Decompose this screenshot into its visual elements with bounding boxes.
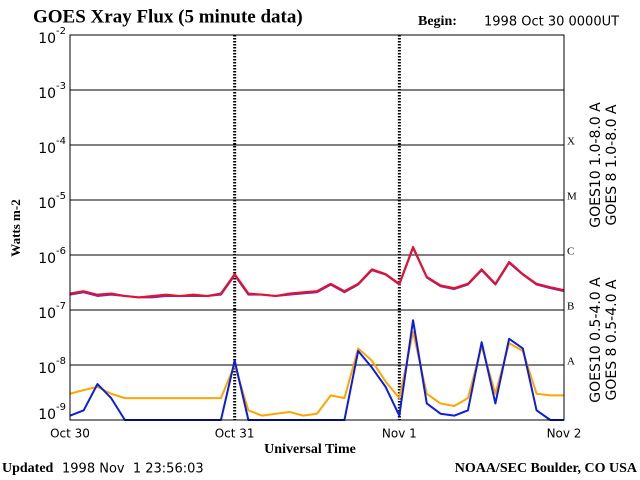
y-tick-base: 10 <box>38 306 56 322</box>
y-tick-label: 10-6 <box>38 246 66 267</box>
updated-label: Updated <box>2 461 54 476</box>
begin-label: Begin: <box>418 14 457 29</box>
y-tick-exponent: -4 <box>56 136 66 147</box>
y-axis-title: Watts m-2 <box>8 199 23 256</box>
flare-class-label: X <box>567 136 575 148</box>
y-tick-label: 10-8 <box>38 356 66 377</box>
plot-frame <box>69 34 565 421</box>
y-tick-base: 10 <box>38 31 56 47</box>
y-tick-label: 10-9 <box>38 402 66 423</box>
y-tick-base: 10 <box>38 407 56 423</box>
chart-title: GOES Xray Flux (5 minute data) <box>33 6 303 27</box>
flare-class-label: B <box>567 301 574 313</box>
legend-label: GOES10 0.5-4.0 A <box>588 277 604 403</box>
y-tick-exponent: -9 <box>56 402 66 413</box>
flare-class-label: A <box>567 356 575 368</box>
flare-class-label: C <box>567 246 574 258</box>
legend-label: GOES 8 1.0-8.0 A <box>604 104 620 225</box>
x-tick-label: Oct 31 <box>215 427 255 441</box>
y-tick-exponent: -5 <box>56 191 66 202</box>
y-tick-base: 10 <box>38 86 56 102</box>
series-line <box>69 245 565 299</box>
y-tick-label: 10-3 <box>38 81 66 102</box>
y-tick-label: 10-2 <box>38 26 66 47</box>
y-tick-exponent: -8 <box>56 356 66 367</box>
begin-value: 1998 Oct 30 0000UT <box>484 15 619 30</box>
y-tick-exponent: -7 <box>56 301 66 312</box>
y-tick-label: 10-7 <box>38 301 66 322</box>
x-axis-title: Universal Time <box>264 442 356 457</box>
y-tick-base: 10 <box>38 251 56 267</box>
y-tick-base: 10 <box>38 141 56 157</box>
legend-label: GOES 8 0.5-4.0 A <box>604 279 620 400</box>
y-tick-base: 10 <box>38 361 56 377</box>
y-tick-exponent: -3 <box>56 81 66 92</box>
x-tick-label: Nov 1 <box>382 427 417 441</box>
x-tick-label: Nov 2 <box>547 427 582 441</box>
y-tick-base: 10 <box>38 196 56 212</box>
updated-value: 1998 Nov 1 23:56:03 <box>62 462 204 477</box>
y-tick-label: 10-5 <box>38 191 66 212</box>
x-tick-label: Oct 30 <box>50 427 90 441</box>
flare-class-label: M <box>567 191 577 203</box>
credit: NOAA/SEC Boulder, CO USA <box>455 461 638 476</box>
legend-label: GOES10 1.0-8.0 A <box>588 102 604 228</box>
y-tick-exponent: -2 <box>56 26 66 37</box>
y-tick-exponent: -6 <box>56 246 66 257</box>
y-tick-label: 10-4 <box>38 136 66 157</box>
